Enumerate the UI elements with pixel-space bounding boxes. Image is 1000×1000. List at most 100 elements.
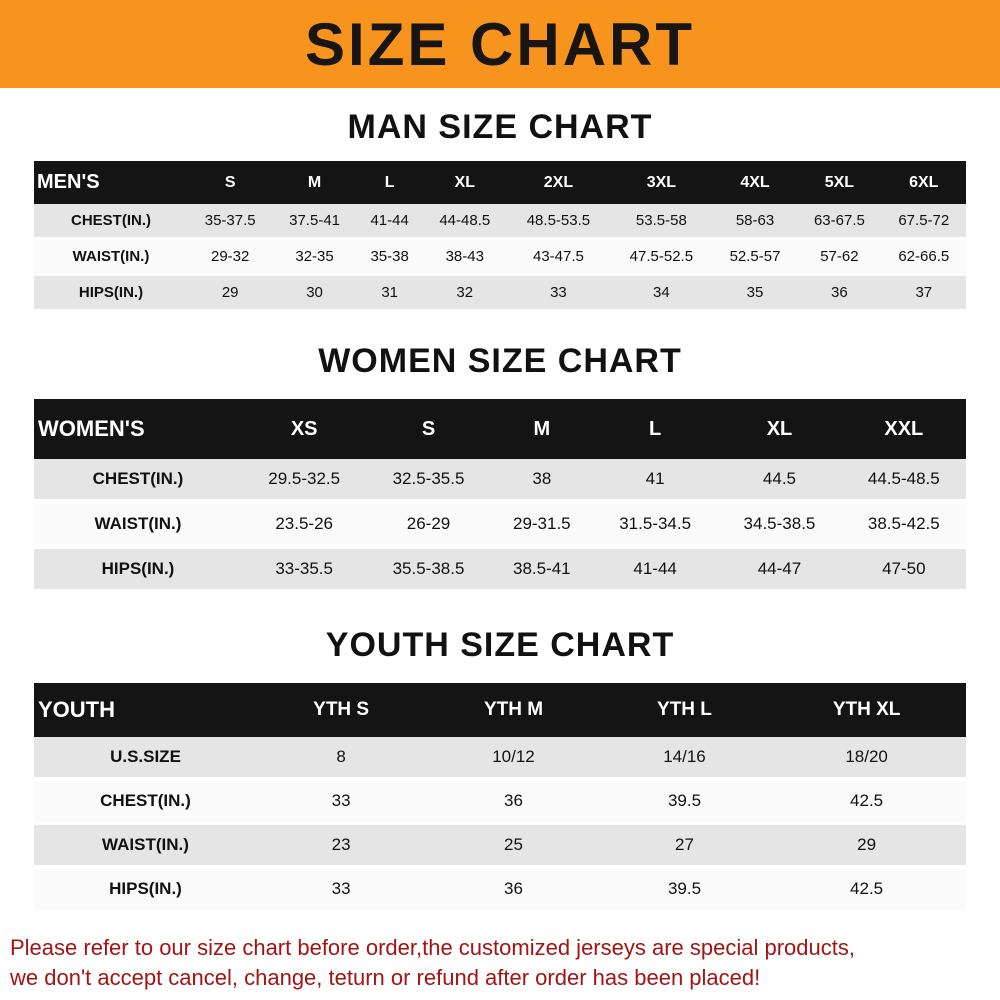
- men-size-table: MEN'S S M L XL 2XL 3XL 4XL 5XL 6XL CHEST(IN.) 35-37…: [34, 161, 966, 312]
- size-chart-banner: SIZE CHART: [0, 0, 1000, 88]
- measurement-value-cell: 44.5: [762, 469, 797, 489]
- size-header-cell: 5XL: [797, 161, 882, 205]
- measurement-value-cell: 48.5-53.5: [526, 212, 591, 230]
- women-size-table: WOMEN'S XS S M L XL XXL CHEST(IN.) 29.5-32.5 32.5…: [34, 399, 966, 594]
- measurement-value-cell: 26-29: [406, 514, 451, 534]
- size-header-cell: 2XL: [506, 161, 610, 205]
- measurement-value-cell: 52.5-57: [729, 248, 781, 266]
- size-header-cell: M: [272, 161, 357, 205]
- table-row: CHEST(IN.) 33 36 39.5 42.5: [34, 779, 966, 824]
- row-label-cell: WAIST(IN.): [94, 514, 182, 534]
- measurement-value-cell: 62-66.5: [898, 248, 950, 266]
- measurement-value-cell: 58-63: [735, 212, 775, 230]
- measurement-value-cell: 38: [532, 469, 552, 489]
- measurement-value-cell: 23: [331, 835, 351, 855]
- measurement-value-cell: 35: [746, 284, 764, 302]
- row-label-cell: CHEST(IN.): [71, 212, 151, 230]
- row-label-cell: U.S.SIZE: [110, 747, 181, 767]
- youth-section-heading: YOUTH SIZE CHART: [325, 626, 675, 665]
- measurement-value-cell: 33: [550, 284, 567, 302]
- row-label-cell: HIPS(IN.): [78, 284, 144, 302]
- measurement-value-cell: 29-32: [211, 248, 250, 266]
- measurement-value-cell: 18/20: [845, 747, 888, 767]
- measurement-value-cell: 34: [653, 284, 670, 302]
- measurement-value-cell: 67.5-72: [898, 212, 950, 230]
- table-row: CHEST(IN.) 35-37.5 37.5-41 41-44 44-48.5 48.5…: [34, 204, 966, 239]
- measurement-value-cell: 32-35: [295, 248, 334, 266]
- table-row: HIPS(IN.) 33 36 39.5 42.5: [34, 867, 966, 912]
- measurement-value-cell: 43-47.5: [532, 248, 584, 266]
- measurement-value-cell: 35-38: [370, 248, 409, 266]
- measurement-value-cell: 33: [331, 879, 351, 899]
- table-row: WAIST(IN.) 23.5-26 26-29 29-31.5 31.5-34.5 34…: [34, 501, 966, 547]
- measurement-value-cell: 57-62: [820, 248, 859, 266]
- measurement-value-cell: 31.5-34.5: [619, 514, 692, 534]
- measurement-value-cell: 27: [675, 835, 694, 855]
- table-row: HIPS(IN.) 29 30 31 32 33 34 35 36 37: [34, 274, 966, 311]
- size-header-cell: 6XL: [881, 161, 966, 205]
- size-header-cell: YTH XL: [767, 683, 966, 738]
- men-section-heading: MAN SIZE CHART: [347, 108, 653, 146]
- measurement-value-cell: 34.5-38.5: [743, 514, 816, 534]
- size-header-cell: S: [366, 399, 491, 460]
- measurement-value-cell: 39.5: [667, 791, 702, 811]
- measurement-value-cell: 44.5-48.5: [867, 469, 940, 489]
- measurement-value-cell: 38.5-42.5: [867, 514, 940, 534]
- measurement-value-cell: 33: [331, 791, 351, 811]
- table-title-cell: WOMEN'S: [34, 399, 242, 460]
- table-row: WAIST(IN.) 29-32 32-35 35-38 38-43 43-47.5 47.…: [34, 238, 966, 275]
- table-header-row: YOUTH YTH S YTH M YTH L YTH XL: [34, 683, 966, 738]
- measurement-value-cell: 35.5-38.5: [392, 559, 465, 579]
- size-header-cell: L: [592, 399, 718, 460]
- size-header-cell: 3XL: [609, 161, 713, 205]
- table-row: U.S.SIZE 8 10/12 14/16 18/20: [34, 737, 966, 780]
- measurement-value-cell: 29.5-32.5: [268, 469, 341, 489]
- table-header-row: WOMEN'S XS S M L XL XXL: [34, 399, 966, 460]
- table-row: HIPS(IN.) 33-35.5 35.5-38.5 38.5-41 41-44 44-…: [34, 546, 966, 592]
- row-label-cell: WAIST(IN.): [72, 248, 150, 266]
- row-label-cell: WAIST(IN.): [102, 835, 189, 855]
- size-header-cell: XS: [242, 399, 367, 460]
- measurement-value-cell: 39.5: [667, 879, 702, 899]
- table-header-row: MEN'S S M L XL 2XL 3XL 4XL 5XL 6XL: [34, 161, 966, 205]
- measurement-value-cell: 32.5-35.5: [392, 469, 465, 489]
- youth-size-table: YOUTH YTH S YTH M YTH L YTH XL U.S.SIZE 8 10/12…: [34, 683, 966, 913]
- measurement-value-cell: 14/16: [663, 747, 706, 767]
- table-row: CHEST(IN.) 29.5-32.5 32.5-35.5 38 41 44.5 44.5…: [34, 459, 966, 502]
- measurement-value-cell: 29-31.5: [512, 514, 571, 534]
- measurement-value-cell: 42.5: [850, 879, 884, 899]
- measurement-value-cell: 63-67.5: [813, 212, 865, 230]
- row-label-cell: CHEST(IN.): [100, 791, 191, 811]
- measurement-value-cell: 44-48.5: [439, 212, 491, 230]
- measurement-value-cell: 30: [306, 284, 323, 302]
- measurement-value-cell: 41: [645, 469, 665, 489]
- size-header-cell: 4XL: [712, 161, 798, 205]
- size-header-cell: L: [356, 161, 423, 205]
- measurement-value-cell: 38.5-41: [512, 559, 571, 579]
- size-header-cell: M: [490, 399, 593, 460]
- size-header-cell: YTH M: [425, 683, 602, 738]
- measurement-value-cell: 36: [831, 284, 848, 302]
- men-size-section: MAN SIZE CHART MEN'S S M L XL 2XL 3XL 4XL 5XL 6XL…: [0, 108, 1000, 312]
- row-label-cell: HIPS(IN.): [109, 879, 182, 899]
- measurement-value-cell: 29: [221, 284, 239, 302]
- order-disclaimer: Please refer to our size chart before or…: [10, 933, 1000, 992]
- measurement-value-cell: 47.5-52.5: [629, 248, 694, 266]
- measurement-value-cell: 47-50: [882, 559, 926, 579]
- page-title: SIZE CHART: [305, 10, 695, 78]
- table-row: WAIST(IN.) 23 25 27 29: [34, 823, 966, 868]
- women-size-section: WOMEN SIZE CHART WOMEN'S XS S M L XL XXL CHEST(…: [0, 342, 1000, 594]
- row-label-cell: HIPS(IN.): [101, 559, 175, 579]
- size-header-cell: XXL: [841, 399, 966, 460]
- measurement-value-cell: 37.5-41: [289, 212, 340, 230]
- measurement-value-cell: 32: [456, 284, 474, 302]
- measurement-value-cell: 36: [504, 791, 523, 811]
- measurement-value-cell: 29: [857, 835, 877, 855]
- measurement-value-cell: 38-43: [445, 248, 484, 266]
- measurement-value-cell: 44-47: [757, 559, 802, 579]
- measurement-value-cell: 35-37.5: [204, 212, 256, 230]
- measurement-value-cell: 8: [336, 747, 346, 767]
- measurement-value-cell: 23.5-26: [275, 514, 333, 534]
- measurement-value-cell: 41-44: [633, 559, 677, 579]
- measurement-value-cell: 41-44: [370, 212, 409, 230]
